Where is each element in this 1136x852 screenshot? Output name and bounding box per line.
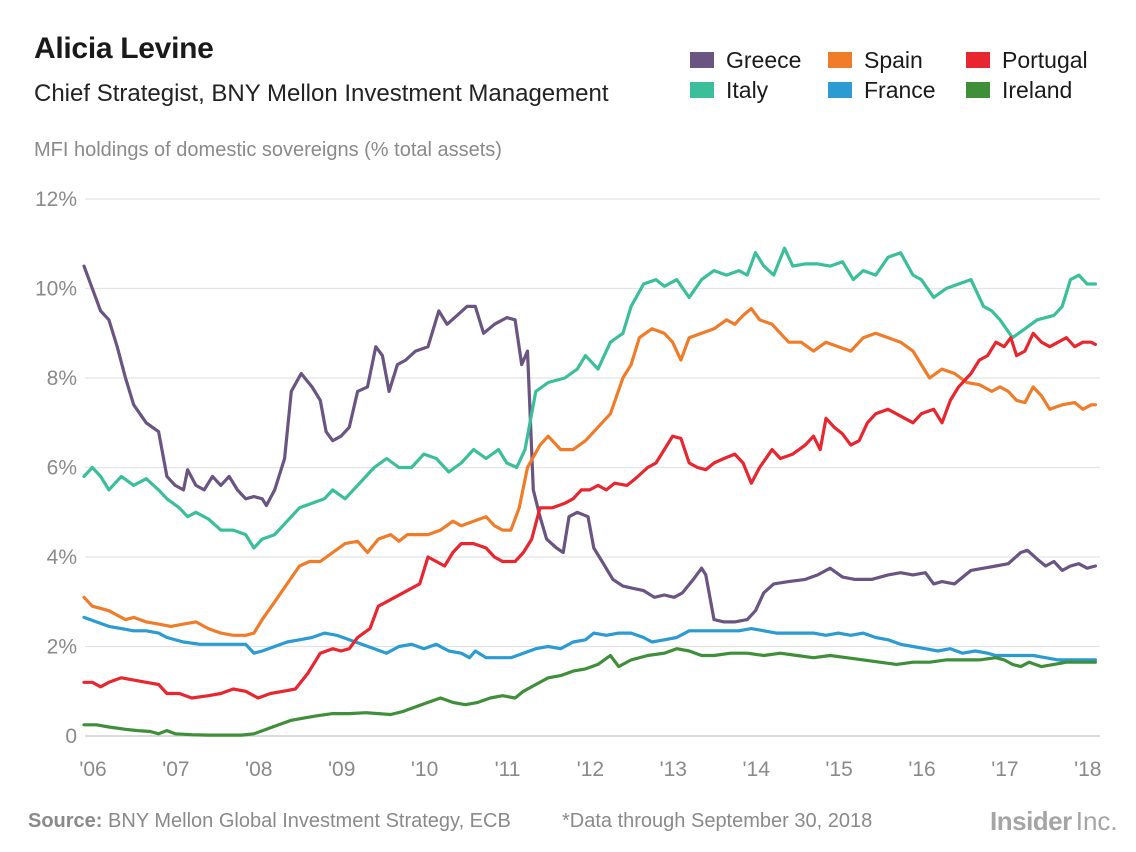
source-text: BNY Mellon Global Investment Strategy, E… [108, 810, 511, 832]
legend-item-ireland: Ireland [966, 76, 1072, 104]
x-tick-label: '16 [908, 758, 935, 781]
legend-swatch-france [828, 82, 852, 98]
x-tick-label: '15 [825, 758, 852, 781]
x-tick-label: '11 [495, 758, 521, 781]
legend-item-portugal: Portugal [966, 46, 1088, 74]
x-tick-label: '07 [162, 758, 189, 781]
legend-swatch-portugal [966, 52, 990, 68]
gridlines [85, 198, 1100, 737]
x-tick-label: '09 [328, 758, 355, 781]
series-line-ireland [82, 647, 1097, 737]
x-tick-label: '18 [1074, 758, 1101, 781]
legend-item-spain: Spain [828, 46, 923, 74]
chart-author: Alicia Levine [34, 32, 214, 65]
legend-label-ireland: Ireland [1002, 76, 1073, 103]
legend-label-france: France [864, 76, 936, 103]
series-line-spain [82, 307, 1097, 637]
y-tick-label: 10% [35, 278, 77, 301]
logo-wordmark: Insider [990, 806, 1072, 836]
legend-item-italy: Italy [690, 76, 768, 104]
legend-label-portugal: Portugal [1002, 46, 1088, 73]
legend-item-france: France [828, 76, 936, 104]
series-line-france [82, 615, 1097, 662]
x-tick-label: '14 [743, 758, 771, 781]
x-tick-label: '08 [245, 758, 272, 781]
series-line-greece [82, 264, 1097, 624]
legend-swatch-greece [690, 52, 714, 68]
logo-suffix: Inc. [1075, 806, 1118, 836]
series-line-italy [82, 246, 1097, 550]
x-axis-ticks: '06 '07 '08 '09 '10 '11 '12 '13 '14 '15 '16 '17 '18 [79, 758, 1101, 781]
author-role: Chief Strategist, BNY Mellon Investment … [34, 80, 609, 107]
x-tick-label: '10 [411, 758, 438, 781]
legend-swatch-italy [690, 82, 714, 98]
y-tick-label: 0 [65, 725, 77, 748]
y-axis-ticks: 0 2% 4% 6% 8% 10% 12% [35, 188, 77, 748]
y-tick-label: 2% [47, 636, 77, 659]
x-tick-label: '06 [79, 758, 106, 781]
y-tick-label: 12% [35, 188, 77, 211]
legend: Greece Spain Portugal Italy France Irela… [690, 46, 1130, 106]
insider-inc-logo: Insider Inc. [990, 806, 1118, 837]
legend-label-italy: Italy [726, 76, 769, 103]
data-footnote: *Data through September 30, 2018 [562, 810, 873, 832]
x-tick-label: '17 [991, 758, 1018, 781]
source-label: Source: [28, 810, 103, 832]
chart-title: MFI holdings of domestic sovereigns (% t… [34, 139, 502, 161]
y-tick-label: 8% [47, 367, 77, 390]
y-tick-label: 6% [47, 457, 77, 480]
x-tick-label: '12 [577, 758, 604, 781]
x-tick-label: '13 [660, 758, 687, 781]
source-note: Source: BNY Mellon Global Investment Str… [28, 810, 511, 833]
legend-swatch-ireland [966, 82, 990, 98]
legend-label-greece: Greece [726, 46, 802, 73]
legend-label-spain: Spain [864, 46, 923, 73]
series-line-portugal [82, 331, 1097, 700]
legend-swatch-spain [828, 52, 852, 68]
legend-item-greece: Greece [690, 46, 801, 74]
y-tick-label: 4% [47, 546, 77, 569]
series-lines [82, 246, 1097, 737]
